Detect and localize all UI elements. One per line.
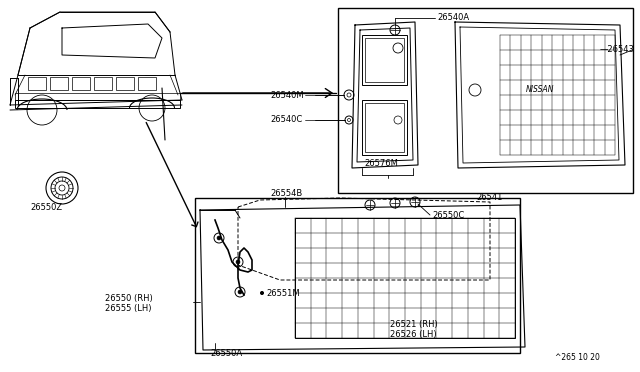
Bar bbox=[116, 77, 134, 90]
Text: NISSAN: NISSAN bbox=[525, 86, 554, 94]
Bar bbox=[28, 77, 46, 90]
Bar bbox=[362, 100, 407, 155]
Text: 26540A: 26540A bbox=[437, 13, 469, 22]
Bar bbox=[72, 77, 90, 90]
Circle shape bbox=[238, 290, 242, 294]
Text: 26554B: 26554B bbox=[270, 189, 302, 198]
Text: 26550C: 26550C bbox=[432, 211, 464, 219]
Text: 26521 (RH): 26521 (RH) bbox=[390, 321, 438, 330]
Text: —26543: —26543 bbox=[600, 45, 635, 55]
Bar bbox=[295, 218, 515, 338]
Text: 26550Z: 26550Z bbox=[30, 202, 62, 212]
Circle shape bbox=[260, 292, 264, 295]
Text: 26526 (LH): 26526 (LH) bbox=[390, 330, 436, 340]
Bar bbox=[365, 103, 404, 152]
Text: 26551M: 26551M bbox=[266, 289, 300, 298]
Bar bbox=[338, 8, 633, 193]
Bar bbox=[365, 38, 404, 82]
Bar bbox=[50, 77, 68, 90]
Bar bbox=[15, 100, 180, 108]
Text: 26540M: 26540M bbox=[270, 90, 303, 99]
Text: 26550 (RH): 26550 (RH) bbox=[105, 294, 153, 302]
Bar bbox=[195, 198, 520, 353]
Circle shape bbox=[236, 260, 240, 264]
Bar bbox=[362, 35, 407, 85]
Text: 26541: 26541 bbox=[477, 193, 503, 202]
Bar bbox=[138, 77, 156, 90]
Bar bbox=[15, 93, 180, 100]
Text: 26555 (LH): 26555 (LH) bbox=[105, 304, 152, 312]
Bar bbox=[94, 77, 112, 90]
Circle shape bbox=[217, 236, 221, 240]
Text: 26550A: 26550A bbox=[210, 349, 242, 357]
Text: ^265 10 20: ^265 10 20 bbox=[555, 353, 600, 362]
Text: 26576M: 26576M bbox=[364, 158, 398, 167]
Text: 26540C: 26540C bbox=[270, 115, 302, 125]
